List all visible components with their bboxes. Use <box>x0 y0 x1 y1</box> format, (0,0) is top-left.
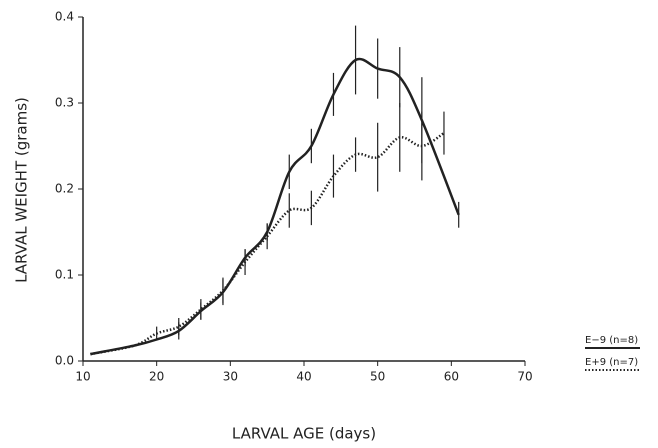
y-tick-label: 0.1 <box>55 268 74 282</box>
x-tick-label: 30 <box>223 370 238 384</box>
y-tick-label: 0.2 <box>55 182 74 196</box>
x-axis-label: LARVAL AGE (days) <box>232 425 376 443</box>
x-tick-label: 10 <box>75 370 90 384</box>
legend-label: E+9 (n=7) <box>585 357 638 368</box>
y-axis-label: LARVAL WEIGHT (grams) <box>13 97 31 283</box>
series-line <box>90 57 460 356</box>
x-tick-label: 40 <box>296 370 311 384</box>
y-tick-label: 0.0 <box>55 354 74 368</box>
y-tick-label: 0.4 <box>55 10 74 24</box>
x-tick-label: 50 <box>370 370 385 384</box>
x-tick-label: 70 <box>517 370 532 384</box>
y-tick-label: 0.3 <box>55 96 74 110</box>
x-tick-label: 60 <box>444 370 459 384</box>
legend-label: E−9 (n=8) <box>585 335 638 346</box>
series-line <box>90 132 445 356</box>
x-tick-label: 20 <box>149 370 164 384</box>
